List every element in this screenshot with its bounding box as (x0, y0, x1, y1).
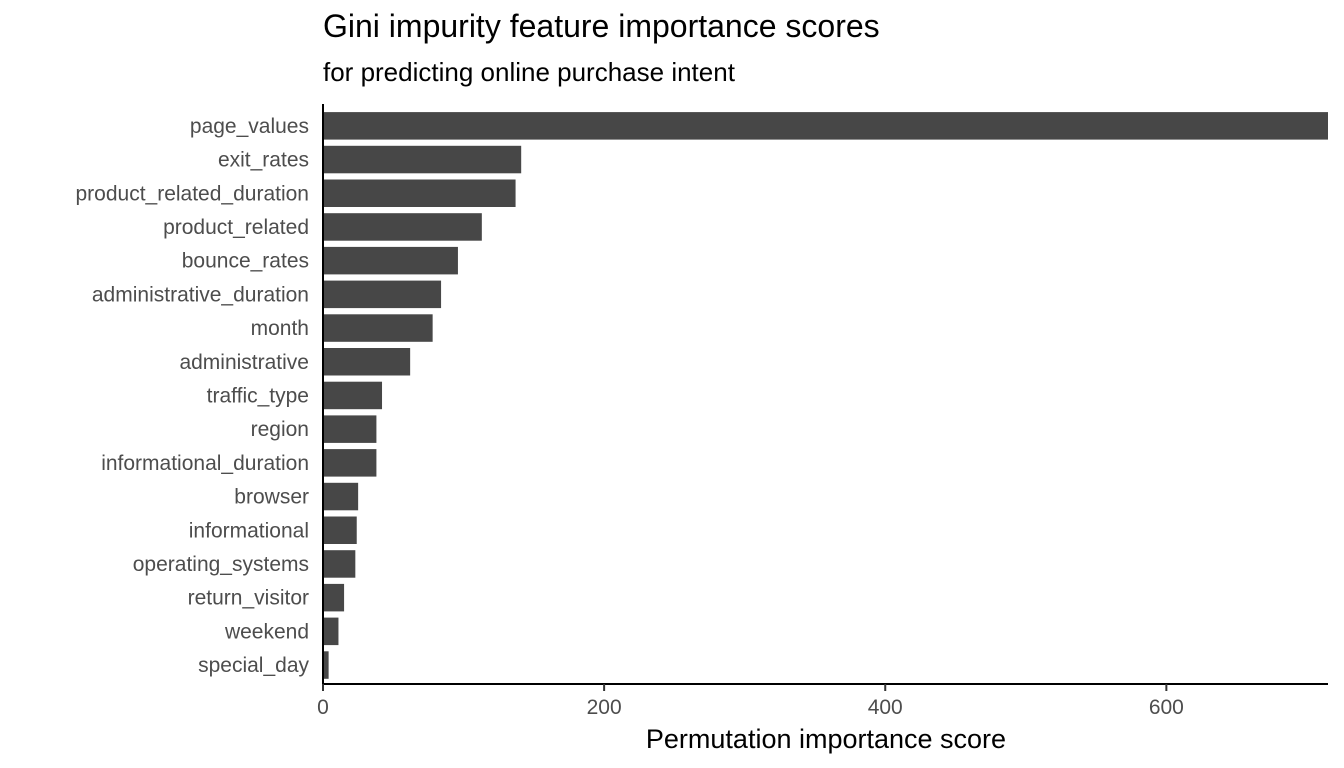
x-axis-title: Permutation importance score (646, 724, 1006, 754)
bar-region (323, 415, 377, 443)
y-axis-labels: page_values exit_rates product_related_dur… (75, 115, 309, 677)
bar-bounce-rates (323, 246, 458, 275)
y-tick-label: traffic_type (207, 384, 309, 407)
bar-return-visitor (323, 583, 345, 612)
chart-title: Gini impurity feature importance scores (323, 8, 880, 44)
x-tick-label: 600 (1149, 696, 1184, 719)
bar-weekend (323, 617, 339, 646)
x-axis-ticks: 0 200 400 600 (317, 684, 1184, 719)
y-tick-label: operating_systems (133, 553, 309, 576)
bar-administrative (323, 348, 411, 376)
bar-special-day (323, 651, 329, 679)
y-tick-label: special_day (198, 654, 309, 677)
y-tick-label: informational_duration (101, 452, 309, 475)
bar-administrative-duration (323, 280, 442, 309)
bar-informational (323, 516, 357, 544)
y-tick-label: exit_rates (218, 149, 309, 172)
y-tick-label: region (251, 418, 309, 441)
y-tick-label: weekend (224, 620, 309, 643)
bars-layer (323, 112, 1328, 679)
bar-page-values (323, 112, 1328, 140)
y-tick-label: product_related (163, 216, 309, 239)
y-tick-label: administrative (179, 351, 309, 374)
y-tick-label: month (251, 317, 309, 340)
y-tick-label: product_related_duration (75, 182, 309, 205)
y-tick-label: administrative_duration (92, 283, 309, 306)
y-tick-label: informational (189, 519, 309, 542)
y-tick-label: return_visitor (188, 587, 309, 610)
chart-subtitle: for predicting online purchase intent (323, 57, 735, 87)
y-tick-label: page_values (190, 115, 309, 138)
bar-month (323, 314, 433, 342)
bar-product-related (323, 213, 482, 241)
bar-traffic-type (323, 381, 383, 410)
bar-browser (323, 482, 359, 511)
x-tick-label: 0 (317, 696, 329, 719)
bar-operating-systems (323, 550, 356, 578)
y-tick-label: bounce_rates (182, 250, 309, 273)
bar-informational-duration (323, 449, 377, 477)
x-tick-label: 200 (587, 696, 622, 719)
bar-product-related-duration (323, 179, 516, 207)
bar-exit-rates (323, 145, 522, 174)
x-tick-label: 400 (868, 696, 903, 719)
y-tick-label: browser (234, 486, 309, 509)
